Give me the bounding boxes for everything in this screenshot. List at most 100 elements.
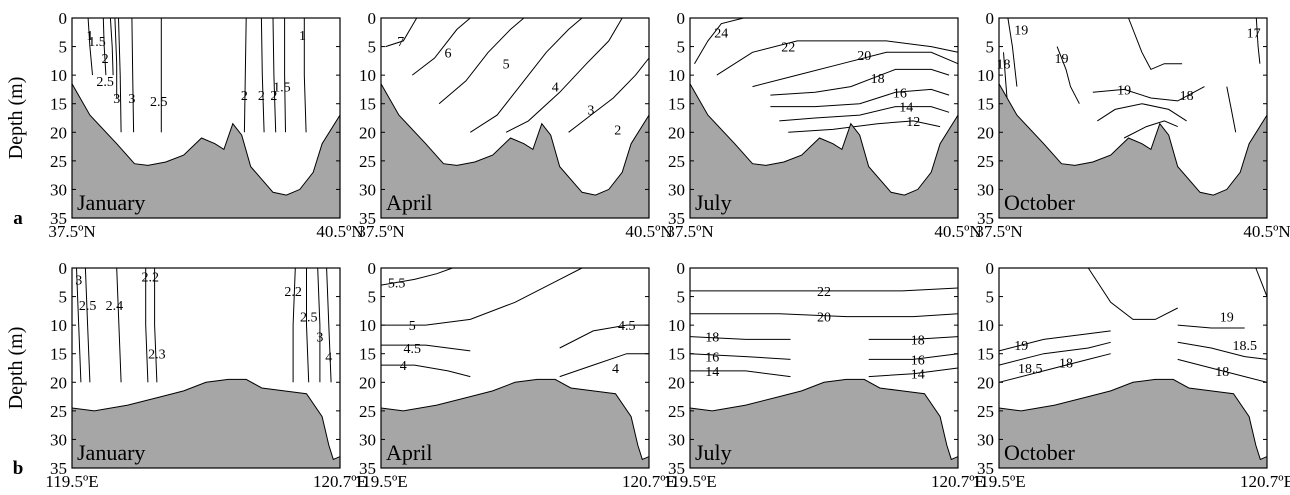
contour-line-18 <box>998 353 1111 383</box>
x-tick-label: 120.7ºE <box>313 472 367 491</box>
contour-line-3 <box>131 17 135 133</box>
contour-label: 20 <box>817 311 831 326</box>
contour-line-2 <box>272 17 277 133</box>
contour-line-4.5 <box>559 324 649 349</box>
contour-label: 19 <box>1014 23 1028 38</box>
contour-label: 3 <box>128 92 135 107</box>
seabed-terrain <box>380 81 650 219</box>
y-tick-label: 20 <box>359 123 376 142</box>
y-tick-label: 10 <box>50 316 67 335</box>
contour-line-2.4 <box>116 267 122 383</box>
contour-label: 14 <box>899 101 913 116</box>
month-label: July <box>695 440 732 465</box>
contour-label: 24 <box>714 26 728 41</box>
y-tick-label: 20 <box>977 123 994 142</box>
contour-label: 6 <box>445 46 452 61</box>
y-axis-label: Depth (m) <box>5 77 27 160</box>
contour-label: 2 <box>241 89 248 104</box>
contour-label: 19 <box>1220 311 1234 326</box>
panel-frame <box>380 17 650 219</box>
contour-label: 2 <box>614 123 621 138</box>
month-label: April <box>386 440 432 465</box>
y-tick-label: 0 <box>368 9 377 28</box>
x-tick-label: 120.7ºE <box>622 472 676 491</box>
y-tick-label: 5 <box>986 288 995 307</box>
y-tick-label: 15 <box>359 95 376 114</box>
contour-line-19 <box>1087 267 1178 320</box>
contour-line-12 <box>788 120 941 133</box>
y-tick-label: 15 <box>50 95 67 114</box>
contour-label: 4.5 <box>404 342 422 357</box>
contour-line-16 <box>868 353 959 360</box>
contour-line-2.2 <box>292 267 296 383</box>
panel-frame <box>71 267 341 469</box>
contour-line-19 <box>1007 17 1018 87</box>
y-tick-label: 35 <box>668 459 685 478</box>
contour-label: 2.2 <box>141 271 159 286</box>
contour-label: 1 <box>86 29 93 44</box>
x-tick-label: 40.5ºN <box>1243 222 1290 241</box>
x-tick-label: 40.5ºN <box>316 222 363 241</box>
y-tick-label: 25 <box>668 402 685 421</box>
row-label: b <box>13 458 24 479</box>
contour-label: 14 <box>911 368 925 383</box>
month-label: October <box>1004 440 1076 465</box>
contour-line-22 <box>716 40 959 76</box>
y-tick-label: 25 <box>359 152 376 171</box>
y-tick-label: 10 <box>977 66 994 85</box>
contour-line-2 <box>109 17 114 76</box>
y-tick-label: 10 <box>668 66 685 85</box>
contour-label: 18.5 <box>1232 339 1257 354</box>
contour-line-4.5 <box>381 344 471 352</box>
contour-line-1.5 <box>284 18 286 133</box>
contour-label: 22 <box>781 41 795 56</box>
contour-label: 14 <box>705 365 719 380</box>
y-tick-label: 30 <box>668 180 685 199</box>
contour-label: 5.5 <box>388 276 406 291</box>
contour-label: 2.5 <box>150 95 168 110</box>
y-tick-label: 20 <box>668 373 685 392</box>
y-tick-label: 5 <box>986 38 995 57</box>
panel-frame <box>689 17 959 219</box>
contour-label: 2 <box>258 89 265 104</box>
contour-line-3 <box>317 267 321 383</box>
contour-line-1 <box>303 18 307 133</box>
contour-label: 2 <box>102 52 109 67</box>
contour-label: 3 <box>316 331 323 346</box>
contour-label: 19 <box>1014 339 1028 354</box>
panel-frame <box>71 17 341 219</box>
contour-line-24 <box>694 17 744 64</box>
contour-label: 2.5 <box>96 75 114 90</box>
y-tick-label: 20 <box>668 123 685 142</box>
contour-line-3 <box>505 17 623 133</box>
contour-line-14 <box>868 367 959 378</box>
row-label: a <box>13 208 23 229</box>
x-tick-label: 37.5ºN <box>48 222 95 241</box>
y-tick-label: 10 <box>359 316 376 335</box>
y-tick-label: 10 <box>977 316 994 335</box>
contour-label: 5 <box>503 58 510 73</box>
contour-line-5.5 <box>380 267 453 286</box>
y-tick-label: 20 <box>359 373 376 392</box>
contour-line-2.5 <box>114 17 118 98</box>
contour-label: 20 <box>857 49 871 64</box>
panel-frame <box>998 267 1268 469</box>
contour-line-18 <box>1092 86 1205 102</box>
y-tick-label: 30 <box>50 180 67 199</box>
y-tick-label: 0 <box>59 259 68 278</box>
y-tick-label: 30 <box>359 180 376 199</box>
month-label: January <box>77 440 145 465</box>
contour-line-6 <box>411 17 471 76</box>
contour-label: 16 <box>705 351 719 366</box>
contour-label: 7 <box>397 35 404 50</box>
contour-line-18 <box>1226 86 1237 133</box>
contour-line-18 <box>1123 120 1178 139</box>
contour-line-5 <box>438 17 525 105</box>
y-tick-label: 20 <box>50 373 67 392</box>
row-b: 32.5 2.42.22.32.22.53405101520253035119.5… <box>5 259 1290 491</box>
contour-label: 4.5 <box>618 319 636 334</box>
